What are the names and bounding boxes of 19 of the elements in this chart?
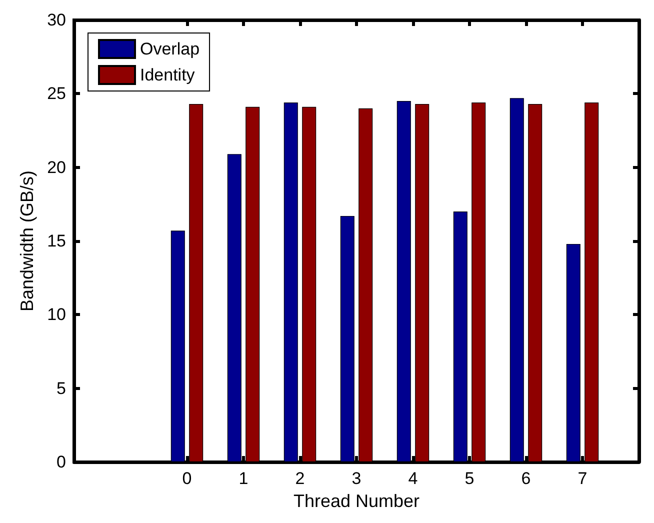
y-tick-label: 25	[47, 84, 66, 104]
y-tick-label: 30	[47, 10, 66, 30]
x-tick-label: 4	[408, 469, 418, 488]
y-tick-label: 20	[47, 158, 66, 177]
x-tick-label: 7	[578, 469, 588, 488]
y-tick-label: 0	[56, 452, 66, 472]
legend-label: Identity	[140, 66, 196, 84]
x-tick-label: 6	[521, 469, 531, 488]
x-tick-label: 2	[295, 469, 305, 488]
x-axis-title: Thread Number	[293, 491, 420, 511]
x-tick-label: 5	[464, 469, 474, 488]
x-tick-label: 0	[182, 469, 192, 488]
legend-label: Overlap	[140, 40, 200, 58]
x-tick-label: 3	[352, 469, 362, 488]
y-tick-label: 15	[47, 232, 66, 250]
y-axis-title: Bandwidth (GB/s)	[17, 170, 38, 312]
y-tick-label: 10	[47, 305, 66, 324]
y-tick-label: 5	[56, 378, 66, 398]
x-tick-label: 1	[238, 469, 248, 488]
